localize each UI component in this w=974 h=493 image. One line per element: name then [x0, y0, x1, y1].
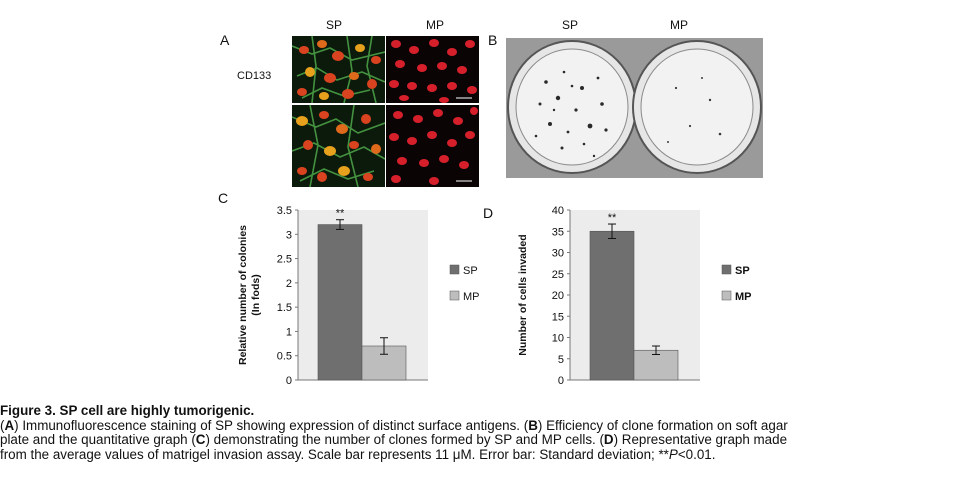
panel-a-row-label: CD133 — [237, 70, 272, 82]
chart-d-y-tick-label: 30 — [552, 248, 564, 260]
chart-c-legend-swatch — [449, 264, 460, 275]
chart-d-y-tick-label: 25 — [552, 269, 564, 281]
chart-c-significance-label: ** — [336, 208, 345, 220]
chart-d-bar-mp — [633, 349, 679, 381]
chart-d: 0 5 10 15 20 25 30 35 40 Number of cells invaded *… — [500, 200, 760, 392]
chart-d-y-tick-label: 35 — [552, 226, 564, 238]
chart-c-y-tick-label: 0.5 — [277, 351, 292, 363]
caption-text: plate and the quantitative graph ( — [0, 432, 196, 448]
micrograph-mp-bottom — [386, 105, 479, 187]
caption-panel-ref: D — [603, 432, 614, 448]
chart-c-legend-label: SP — [463, 265, 478, 277]
caption-text: ) Representative graph made — [613, 432, 788, 448]
caption-line-3: from the average values of matrigel inva… — [0, 446, 974, 463]
caption-line-1: (A) Immunofluorescence staining of SP sh… — [0, 417, 974, 434]
caption-text: <0.01. — [677, 446, 716, 462]
caption-panel-ref: B — [528, 417, 538, 433]
chart-c: 0 0.5 1 1.5 2 2.5 3 3.5 Relative number of colon… — [228, 200, 488, 392]
chart-d-y-tick-label: 0 — [558, 375, 564, 387]
chart-d-y-tick-label: 20 — [552, 290, 564, 302]
panel-b-letter: B — [488, 32, 498, 48]
chart-d-y-tick-label: 10 — [552, 333, 564, 345]
caption-text: ) Efficiency of clone formation on soft … — [537, 417, 788, 433]
panel-a-mp-label: MP — [426, 18, 444, 32]
chart-c-bar-sp — [317, 224, 363, 381]
caption-line-2: plate and the quantitative graph (C) dem… — [0, 432, 974, 448]
micrograph-mp-top — [386, 36, 479, 103]
chart-c-legend-swatch — [449, 290, 460, 301]
caption-text: ( — [0, 417, 5, 433]
micrograph-sp-bottom — [292, 105, 385, 187]
chart-c-y-tick-label: 3.5 — [277, 205, 292, 217]
chart-d-legend-label: MP — [735, 291, 752, 303]
panel-a-letter: A — [220, 32, 230, 48]
caption-text: from the average values of matrigel inva… — [0, 446, 669, 462]
caption-text: ) demonstrating the number of clones for… — [205, 432, 604, 448]
chart-d-significance-label: ** — [608, 212, 617, 224]
chart-c-y-tick-label: 0 — [286, 375, 292, 387]
chart-d-legend-swatch — [721, 264, 732, 275]
caption-text: ) Immunofluorescence staining of SP show… — [14, 417, 529, 433]
chart-c-legend-label: MP — [463, 291, 480, 303]
chart-d-bar-sp — [589, 230, 635, 381]
chart-c-y-tick-label: 2.5 — [277, 254, 292, 266]
panel-c-letter: C — [218, 190, 229, 206]
chart-d-y-tick-label: 15 — [552, 311, 564, 323]
chart-c-svg: 0 0.5 1 1.5 2 2.5 3 3.5 Relative number of colon… — [237, 205, 480, 387]
chart-d-legend-label: SP — [735, 265, 750, 277]
chart-c-y-axis-label: Relative number of colonies — [237, 225, 249, 365]
chart-d-y-tick-label: 40 — [552, 205, 564, 217]
caption-p-value: P — [668, 446, 678, 462]
chart-c-y-axis-label: (In fods) — [250, 274, 262, 315]
caption-panel-ref: A — [4, 417, 15, 433]
chart-c-y-tick-label: 3 — [286, 229, 292, 241]
panel-b-sp-label: SP — [562, 18, 579, 32]
chart-d-y-tick-label: 5 — [558, 354, 564, 366]
panel-a-sp-label: SP — [326, 18, 343, 32]
chart-d-svg: 0 5 10 15 20 25 30 35 40 Number of cells invaded *… — [517, 205, 752, 387]
panel-d-letter: D — [483, 205, 494, 221]
soft-agar-plates-photo — [506, 38, 763, 178]
caption-panel-ref: C — [195, 432, 206, 448]
chart-d-y-axis-label: Number of cells invaded — [517, 234, 529, 355]
chart-d-legend-swatch — [721, 290, 732, 301]
caption-title: Figure 3. SP cell are highly tumorigenic… — [0, 403, 255, 418]
chart-c-y-tick-label: 2 — [286, 278, 292, 290]
figure-caption: Figure 3. SP cell are highly tumorigenic… — [0, 403, 974, 463]
chart-c-y-tick-label: 1.5 — [277, 302, 292, 314]
panel-b-mp-label: MP — [670, 18, 688, 32]
chart-c-y-tick-label: 1 — [286, 326, 292, 338]
micrograph-sp-top — [292, 36, 385, 103]
